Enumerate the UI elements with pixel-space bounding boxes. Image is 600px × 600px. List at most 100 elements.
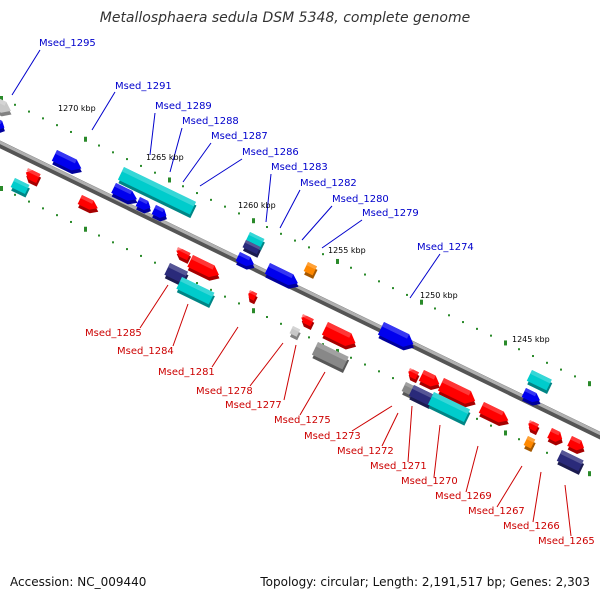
- guide-dot: [392, 287, 394, 290]
- guide-dot: [42, 207, 44, 210]
- gene-label-msed-1270[interactable]: Msed_1270: [401, 476, 458, 487]
- gene-label-msed-1273[interactable]: Msed_1273: [304, 431, 361, 442]
- gene-block-blue: [264, 263, 299, 289]
- leader-line: [211, 326, 239, 368]
- gene-label-msed-1277[interactable]: Msed_1277: [225, 400, 282, 411]
- guide-dot: [560, 368, 562, 371]
- guide-dot: [574, 375, 576, 378]
- gene-label-msed-1284[interactable]: Msed_1284: [117, 346, 174, 357]
- guide-dot: [378, 280, 380, 283]
- guide-dot: [322, 253, 324, 256]
- guide-dot: [154, 171, 156, 174]
- gene-block-blue: [521, 388, 541, 406]
- leader-line: [351, 405, 393, 432]
- scale-tick-1265: 1265 kbp: [146, 153, 184, 162]
- gene-block-red: [176, 247, 192, 264]
- gene-block-red: [478, 402, 509, 426]
- leader-line: [139, 284, 169, 329]
- gene-label-msed-1289[interactable]: Msed_1289: [155, 101, 212, 112]
- guide-dot: [70, 220, 72, 223]
- guide-dot: [224, 295, 226, 298]
- guide-dot: [392, 377, 394, 380]
- guide-dot: [70, 130, 72, 133]
- gene-block-navy: [408, 385, 435, 409]
- gene-label-msed-1272[interactable]: Msed_1272: [337, 446, 394, 457]
- leader-line: [283, 344, 297, 401]
- gene-label-msed-1269[interactable]: Msed_1269: [435, 491, 492, 502]
- gene-label-msed-1280[interactable]: Msed_1280: [332, 194, 389, 205]
- guide-dot: [546, 361, 548, 364]
- scale-tick-1250: 1250 kbp: [420, 291, 458, 300]
- gene-block-red: [301, 314, 315, 331]
- gene-block-cyan: [10, 178, 30, 198]
- gene-label-msed-1285[interactable]: Msed_1285: [85, 328, 142, 339]
- guide-dot: [350, 266, 352, 269]
- guide-dot: [504, 430, 507, 436]
- gene-block-orange: [303, 262, 318, 279]
- genome-backbone: [0, 140, 600, 440]
- map-title: Metallosphaera sedula DSM 5348, complete…: [100, 10, 470, 26]
- guide-dot: [476, 417, 478, 420]
- guide-dot: [364, 273, 366, 276]
- gene-label-msed-1279[interactable]: Msed_1279: [362, 208, 419, 219]
- guide-dot: [518, 438, 520, 441]
- guide-dot: [308, 336, 310, 339]
- gene-block-red: [437, 378, 476, 408]
- leader-line: [11, 49, 41, 96]
- guide-dot: [490, 334, 492, 337]
- guide-dot: [112, 241, 114, 244]
- guide-dot: [336, 258, 339, 264]
- guide-dot: [476, 327, 478, 330]
- leader-line: [279, 189, 301, 229]
- leader-line: [409, 253, 441, 299]
- guide-dot: [84, 136, 87, 142]
- gene-block-cyan: [117, 167, 197, 219]
- gene-label-msed-1274[interactable]: Msed_1274: [417, 242, 474, 253]
- gene-label-msed-1295[interactable]: Msed_1295: [39, 38, 96, 49]
- guide-dot: [28, 200, 30, 203]
- gene-block-red: [77, 195, 99, 214]
- guide-dot: [490, 424, 492, 427]
- gene-label-msed-1267[interactable]: Msed_1267: [468, 506, 525, 517]
- gene-label-msed-1287[interactable]: Msed_1287: [211, 131, 268, 142]
- guide-dot: [420, 299, 423, 305]
- gene-label-msed-1281[interactable]: Msed_1281: [158, 367, 215, 378]
- scale-tick-1245: 1245 kbp: [512, 335, 550, 344]
- guide-dot: [56, 214, 58, 217]
- leader-line: [265, 173, 272, 223]
- guide-dot: [406, 293, 408, 296]
- guide-dot: [266, 226, 268, 229]
- gene-label-msed-1278[interactable]: Msed_1278: [196, 386, 253, 397]
- gene-label-msed-1266[interactable]: Msed_1266: [503, 521, 560, 532]
- guide-dot: [112, 151, 114, 154]
- gene-block-cyan: [176, 277, 215, 308]
- gene-block-orange: [523, 436, 536, 453]
- gene-label-msed-1275[interactable]: Msed_1275: [274, 415, 331, 426]
- gene-block-blue: [151, 205, 167, 222]
- gene-label-msed-1283[interactable]: Msed_1283: [271, 162, 328, 173]
- guide-dot: [210, 198, 212, 201]
- guide-dot: [588, 471, 591, 477]
- gene-label-msed-1271[interactable]: Msed_1271: [370, 461, 427, 472]
- guide-dot: [98, 144, 100, 147]
- leader-line: [433, 424, 441, 478]
- leader-line: [172, 303, 189, 347]
- gene-label-msed-1288[interactable]: Msed_1288: [182, 116, 239, 127]
- gene-label-msed-1265[interactable]: Msed_1265: [538, 536, 595, 547]
- guide-dot: [168, 177, 171, 183]
- guide-dot: [56, 124, 58, 127]
- leader-line: [91, 91, 116, 131]
- guide-dot: [322, 343, 324, 346]
- gene-block-red: [408, 368, 420, 384]
- guide-dot: [14, 193, 16, 196]
- gene-label-msed-1286[interactable]: Msed_1286: [242, 147, 299, 158]
- gene-label-msed-1282[interactable]: Msed_1282: [300, 178, 357, 189]
- guide-dot: [196, 192, 198, 195]
- gene-block-blue: [235, 252, 255, 270]
- gene-block-navy: [242, 240, 261, 258]
- guide-dot: [546, 451, 548, 454]
- guide-dot: [378, 370, 380, 373]
- gene-block-red: [528, 420, 540, 436]
- leader-line: [321, 219, 363, 249]
- gene-label-msed-1291[interactable]: Msed_1291: [115, 81, 172, 92]
